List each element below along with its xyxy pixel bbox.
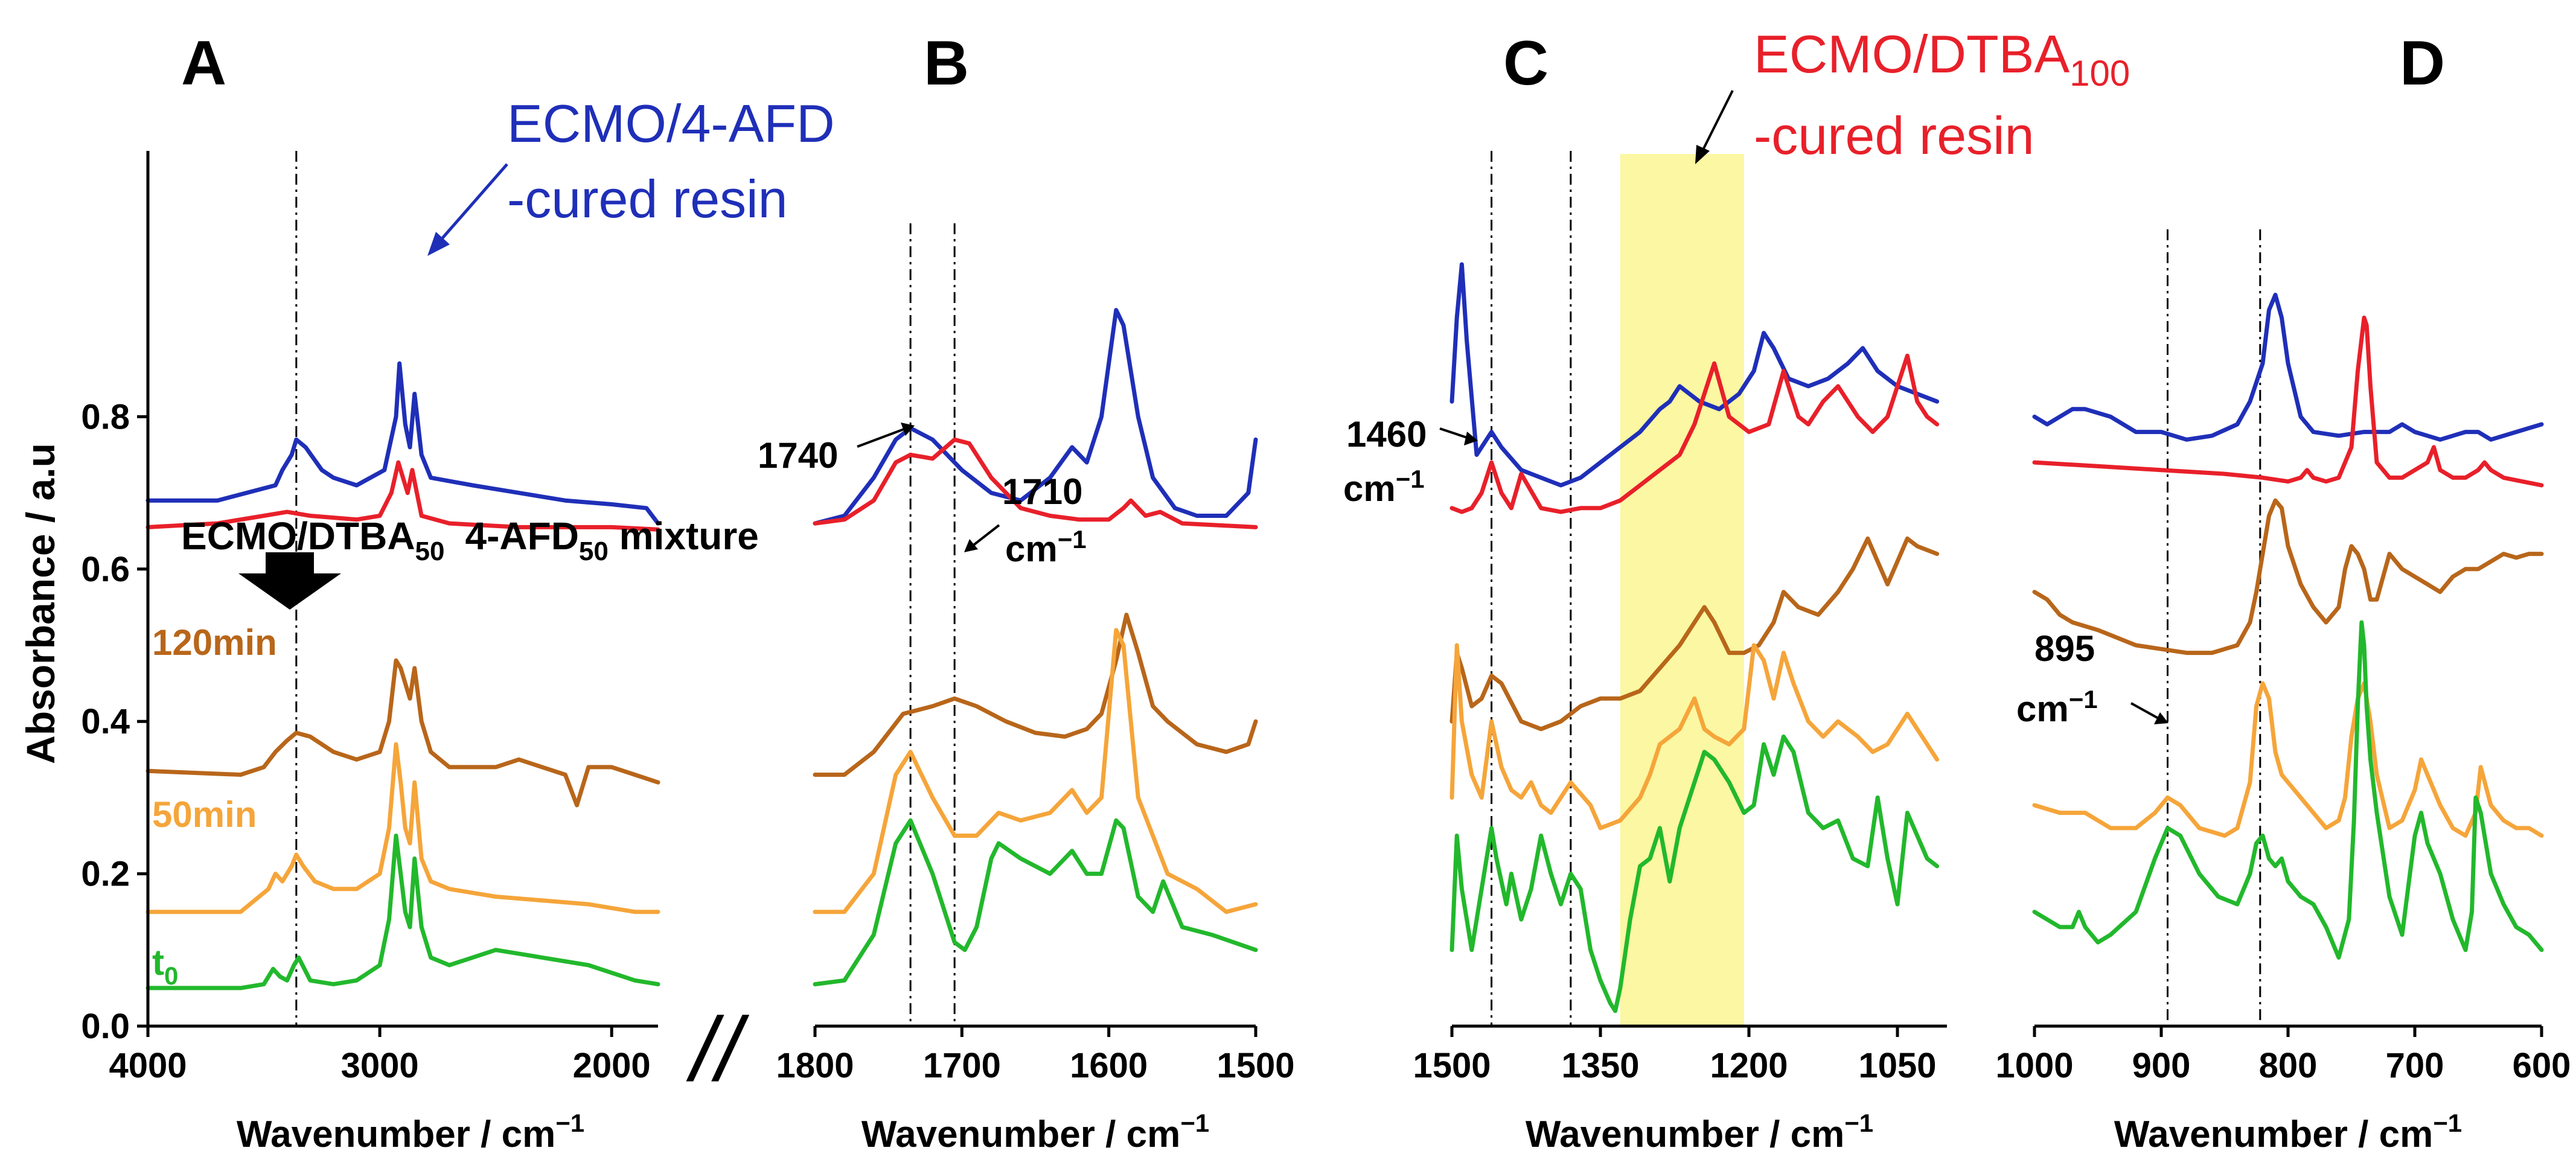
x-tick-label-d-900: 900 — [2132, 1046, 2191, 1085]
arrow-blue-head — [427, 232, 450, 256]
x-tick-label-d-1000: 1000 — [1995, 1046, 2073, 1085]
panel-letter-d: D — [2400, 28, 2445, 98]
series-a-50min — [145, 742, 660, 914]
y-axis-label: Absorbance / a.u — [18, 443, 63, 764]
series-c-50min — [1449, 643, 1940, 831]
series-d-ecmo-dtba100-cured-resin — [2032, 315, 2544, 488]
series-c-t0 — [1449, 734, 1940, 1013]
arrow-1740 — [857, 427, 906, 448]
y-tick-label-2: 0.4 — [81, 702, 130, 741]
series-b-ecmo-4-afd-cured-resin — [813, 308, 1258, 526]
axis-break-mark: // — [686, 998, 750, 1100]
label-120min: 120min — [152, 622, 277, 663]
series-b-120min — [813, 613, 1258, 777]
series-c-ecmo-4-afd-cured-resin — [1449, 262, 1940, 488]
x-tick-label-c-1200: 1200 — [1710, 1046, 1788, 1085]
y-tick-label-0: 0.0 — [81, 1007, 130, 1046]
label-1460-unit: cm−1 — [1343, 465, 1425, 509]
x-tick-label-b-1700: 1700 — [923, 1046, 1001, 1085]
arrow-1740-head — [901, 423, 915, 436]
x-tick-label-c-1500: 1500 — [1413, 1046, 1491, 1085]
label-895-unit: cm−1 — [2016, 685, 2098, 729]
series-a-ecmo-dtba100-cured-resin — [145, 460, 660, 532]
x-tick-label-b-1600: 1600 — [1070, 1046, 1148, 1085]
x-tick-label-a-3000: 3000 — [341, 1046, 419, 1085]
y-tick-label-1: 0.2 — [81, 855, 130, 894]
x-tick-label-d-700: 700 — [2386, 1046, 2444, 1085]
arrow-blue — [438, 163, 508, 243]
label-cured-resin-blue: -cured resin — [507, 169, 788, 229]
series-a-ecmo-4-afd-cured-resin — [145, 361, 660, 526]
x-tick-label-c-1350: 1350 — [1561, 1046, 1639, 1085]
arrow-1460-head — [1464, 432, 1478, 445]
plot-layer: 4000 3000 2000 0.0 0.2 0.4 0.6 0.8 1800 1700 1600 1… — [81, 151, 2571, 1085]
arrow-1710 — [971, 524, 1000, 547]
panel-letter-a: A — [181, 28, 226, 98]
series-d-ecmo-4-afd-cured-resin — [2032, 293, 2544, 442]
series-b-50min — [813, 628, 1258, 914]
series-c-120min — [1449, 536, 1940, 732]
series-d-120min — [2032, 498, 2544, 656]
axes — [146, 151, 2542, 1028]
label-1710: 1710 — [1002, 471, 1082, 512]
label-50min: 50min — [152, 794, 257, 835]
label-t0: t0 — [152, 942, 178, 990]
arrow-red — [1701, 90, 1734, 152]
y-tick-label-4: 0.8 — [81, 397, 130, 436]
x-axis-label-c: Wavenumber / cm−1 — [1526, 1109, 1873, 1155]
x-axis-label-b: Wavenumber / cm−1 — [861, 1109, 1209, 1155]
x-tick-label-b-1500: 1500 — [1216, 1046, 1294, 1085]
arrow-1710-head — [964, 539, 978, 552]
label-1460: 1460 — [1346, 414, 1427, 455]
x-tick-label-b-1800: 1800 — [776, 1046, 854, 1085]
label-ecmo-4afd: ECMO/4-AFD — [507, 94, 835, 153]
label-ecmo-dtba100: ECMO/DTBA100 — [1754, 24, 2130, 94]
panel-letter-c: C — [1503, 28, 1548, 98]
series-b-ecmo-dtba100-cured-resin — [813, 437, 1258, 529]
x-tick-label-a-2000: 2000 — [573, 1046, 651, 1085]
series-a-t0 — [145, 834, 660, 991]
label-1740: 1740 — [758, 435, 838, 476]
label-1710-unit: cm−1 — [1005, 525, 1087, 569]
x-tick-label-c-1050: 1050 — [1858, 1046, 1936, 1085]
label-895: 895 — [2034, 628, 2095, 669]
arrow-895-head — [2154, 712, 2169, 724]
arrow-red-head — [1695, 145, 1710, 164]
series-a-120min — [145, 658, 660, 808]
highlight-band-c — [1620, 154, 1744, 1026]
big-down-arrow — [238, 552, 341, 610]
series-c-ecmo-dtba100-cured-resin — [1449, 353, 1940, 514]
x-axis-label-a: Wavenumber / cm−1 — [237, 1109, 584, 1155]
x-axis-label-d: Wavenumber / cm−1 — [2114, 1109, 2462, 1155]
arrow-895 — [2130, 702, 2159, 719]
panel-letter-b: B — [924, 28, 969, 98]
x-tick-label-d-600: 600 — [2513, 1046, 2571, 1085]
series-d-50min — [2032, 681, 2544, 838]
label-mixture: ECMO/DTBA50​4-AFD50 mixture — [181, 514, 759, 566]
label-cured-resin-red: -cured resin — [1754, 106, 2034, 165]
y-tick-label-3: 0.6 — [81, 550, 130, 589]
x-tick-label-d-800: 800 — [2259, 1046, 2318, 1085]
series-d-t0 — [2032, 620, 2544, 960]
x-tick-label-a-4000: 4000 — [109, 1046, 187, 1085]
series-b-t0 — [813, 818, 1258, 987]
arrow-1460 — [1439, 427, 1468, 439]
